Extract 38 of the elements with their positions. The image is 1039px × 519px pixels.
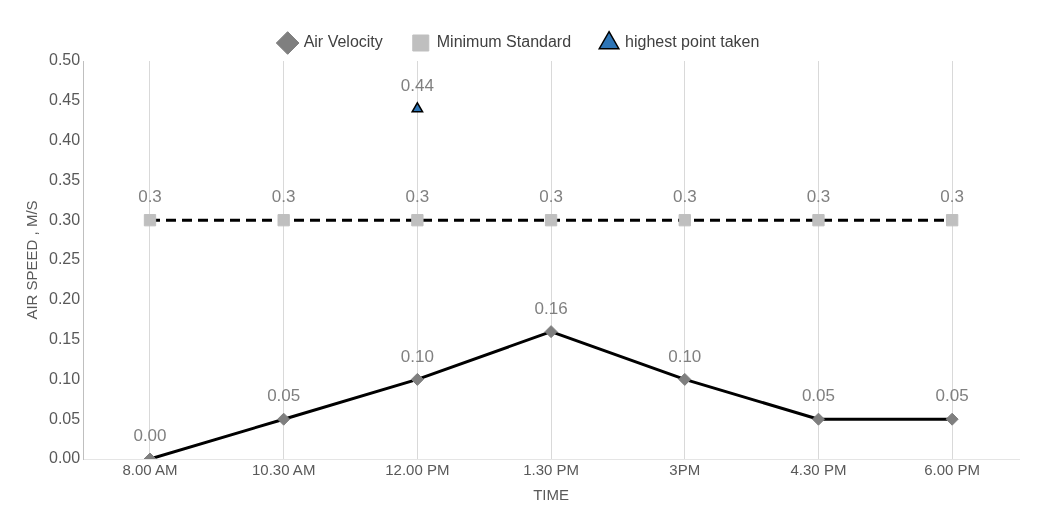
data-label: 0.3 <box>539 187 563 207</box>
data-label: 0.16 <box>534 298 568 318</box>
y-tick-label: 0.15 <box>49 330 81 348</box>
data-label: 0.05 <box>267 386 301 406</box>
x-tick-label: 10.30 AM <box>251 461 316 479</box>
y-tick-label: 0.35 <box>49 170 81 188</box>
y-tick-label: 0.05 <box>49 409 81 427</box>
data-label: 0.3 <box>940 187 964 207</box>
x-tick-label: 4.30 PM <box>790 461 847 479</box>
data-label: 0.3 <box>806 187 831 207</box>
legend-label: highest point taken <box>625 33 760 51</box>
data-label: 0.10 <box>400 346 434 366</box>
legend-label: Air Velocity <box>303 33 383 51</box>
y-tick-label: 0.10 <box>49 369 81 387</box>
legend-label: Minimum Standard <box>436 33 572 51</box>
y-tick-label: 0.00 <box>49 449 81 467</box>
data-label: 0.00 <box>133 426 167 446</box>
x-tick-label: 3PM <box>669 461 701 479</box>
y-tick-label: 0.50 <box>49 51 81 69</box>
y-tick-label: 0.30 <box>49 210 81 228</box>
y-tick-label: 0.40 <box>49 131 81 149</box>
x-axis-title: TIME <box>533 486 569 504</box>
data-label: 0.05 <box>801 386 836 406</box>
x-tick-label: 1.30 PM <box>523 461 580 479</box>
y-tick-label: 0.25 <box>49 250 81 268</box>
data-label: 0.3 <box>405 187 430 207</box>
data-label: 0.3 <box>138 187 162 207</box>
x-tick-label: 12.00 PM <box>385 461 450 479</box>
data-label: 0.10 <box>668 346 702 366</box>
y-axis-title: AIR SPEED , M/S <box>23 200 41 320</box>
data-label: 0.3 <box>271 187 296 207</box>
data-label: 0.05 <box>935 386 969 406</box>
y-tick-label: 0.45 <box>49 91 81 109</box>
x-tick-label: 8.00 AM <box>122 461 178 479</box>
x-tick-label: 6.00 PM <box>924 461 981 479</box>
y-tick-label: 0.20 <box>49 290 81 308</box>
data-label: 0.44 <box>400 75 434 95</box>
data-label: 0.3 <box>672 187 697 207</box>
